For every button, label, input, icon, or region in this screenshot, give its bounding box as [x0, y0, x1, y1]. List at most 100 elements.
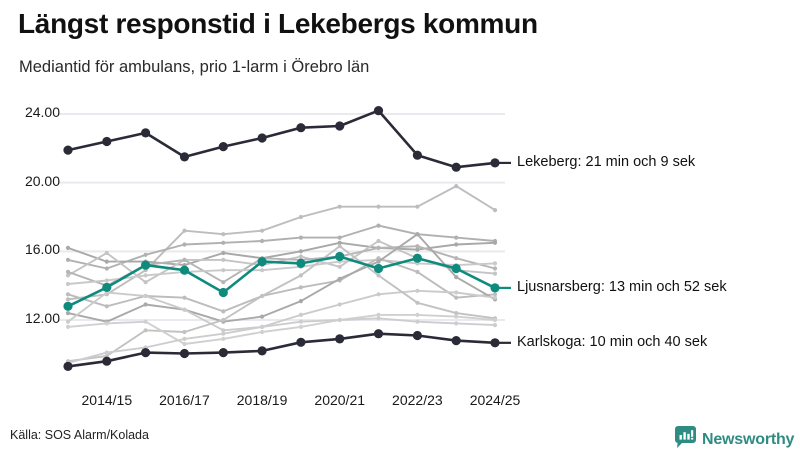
data-point[interactable] — [143, 273, 148, 278]
data-point[interactable] — [298, 324, 303, 329]
series-line--rebro-serie-1[interactable] — [67, 185, 496, 301]
data-point[interactable] — [296, 258, 306, 268]
data-point[interactable] — [337, 302, 342, 307]
data-point[interactable] — [182, 242, 187, 247]
data-point[interactable] — [65, 281, 71, 287]
series-line--rebro-serie-7[interactable] — [67, 257, 496, 313]
data-point[interactable] — [296, 337, 306, 347]
data-point[interactable] — [141, 348, 151, 358]
data-point[interactable] — [218, 142, 228, 152]
data-point[interactable] — [376, 256, 381, 261]
data-point[interactable] — [415, 232, 420, 237]
data-point[interactable] — [218, 287, 228, 298]
data-point[interactable] — [451, 263, 461, 274]
series-line-lekeberg[interactable] — [66, 109, 497, 169]
data-point[interactable] — [492, 323, 498, 328]
data-point[interactable] — [260, 238, 265, 244]
data-point[interactable] — [260, 324, 265, 329]
data-point[interactable] — [260, 228, 265, 233]
data-point[interactable] — [298, 254, 303, 259]
data-point[interactable] — [143, 319, 148, 324]
data-point[interactable] — [454, 256, 459, 261]
data-point[interactable] — [298, 249, 303, 254]
data-point[interactable] — [412, 330, 422, 341]
data-point[interactable] — [454, 184, 459, 189]
data-point[interactable] — [492, 271, 498, 276]
data-point[interactable] — [65, 311, 71, 316]
data-point[interactable] — [218, 348, 228, 358]
data-point[interactable] — [257, 133, 267, 143]
data-point[interactable] — [102, 136, 112, 147]
data-point[interactable] — [63, 361, 73, 371]
data-point[interactable] — [373, 106, 384, 116]
series-line-ljusnarsberg[interactable] — [66, 255, 497, 308]
data-point[interactable] — [221, 309, 226, 314]
data-point[interactable] — [260, 314, 265, 319]
data-point[interactable] — [102, 356, 112, 366]
data-point[interactable] — [376, 292, 381, 297]
data-point[interactable] — [104, 266, 109, 271]
data-point[interactable] — [451, 162, 461, 172]
data-point[interactable] — [65, 297, 71, 302]
data-point[interactable] — [143, 302, 148, 307]
data-point[interactable] — [298, 312, 303, 317]
data-point[interactable] — [337, 264, 342, 269]
data-point[interactable] — [373, 329, 384, 339]
data-point[interactable] — [141, 128, 151, 138]
data-point[interactable] — [298, 235, 303, 240]
series-line--rebro-serie-6[interactable] — [67, 258, 496, 285]
series-line--rebro-serie-10[interactable] — [67, 245, 496, 363]
data-point[interactable] — [179, 265, 190, 275]
data-point[interactable] — [65, 257, 71, 262]
data-point[interactable] — [65, 324, 71, 329]
data-point[interactable] — [221, 331, 226, 336]
data-point[interactable] — [415, 247, 420, 252]
data-point[interactable] — [298, 299, 303, 304]
data-point[interactable] — [221, 257, 226, 262]
data-point[interactable] — [104, 259, 109, 264]
data-point[interactable] — [65, 245, 71, 250]
data-point[interactable] — [143, 280, 148, 285]
data-point[interactable] — [221, 280, 226, 285]
data-point[interactable] — [104, 350, 109, 355]
data-point[interactable] — [257, 346, 267, 356]
data-point[interactable] — [182, 295, 187, 300]
data-point[interactable] — [221, 328, 226, 333]
data-point[interactable] — [454, 235, 459, 240]
data-point[interactable] — [454, 295, 459, 300]
data-point[interactable] — [221, 317, 226, 323]
data-point[interactable] — [221, 336, 226, 341]
data-point[interactable] — [376, 238, 381, 244]
data-point[interactable] — [492, 208, 498, 213]
data-point[interactable] — [143, 252, 148, 257]
data-point[interactable] — [376, 223, 381, 228]
data-point[interactable] — [337, 317, 342, 323]
data-point[interactable] — [492, 261, 498, 266]
data-point[interactable] — [492, 292, 498, 297]
data-point[interactable] — [65, 269, 71, 274]
data-point[interactable] — [415, 319, 420, 324]
data-point[interactable] — [492, 240, 498, 245]
data-point[interactable] — [337, 235, 342, 240]
data-point[interactable] — [376, 273, 381, 278]
series-line--rebro-serie-9[interactable] — [67, 289, 496, 332]
data-point[interactable] — [298, 214, 303, 220]
data-point[interactable] — [179, 152, 190, 162]
data-point[interactable] — [65, 273, 71, 278]
data-point[interactable] — [102, 282, 112, 292]
data-point[interactable] — [296, 123, 306, 133]
data-point[interactable] — [179, 348, 190, 359]
data-point[interactable] — [298, 273, 303, 278]
data-point[interactable] — [104, 321, 109, 326]
data-point[interactable] — [415, 244, 420, 249]
data-point[interactable] — [182, 307, 187, 312]
data-point[interactable] — [373, 263, 384, 274]
data-point[interactable] — [335, 334, 345, 344]
data-point[interactable] — [143, 328, 148, 333]
series-line--rebro-serie-11[interactable] — [67, 313, 496, 345]
data-point[interactable] — [337, 204, 342, 209]
newsworthy-logo[interactable]: Newsworthy — [675, 426, 794, 453]
series-line--rebro-serie-8[interactable] — [67, 233, 496, 323]
data-point[interactable] — [260, 329, 265, 335]
data-point[interactable] — [63, 301, 73, 311]
